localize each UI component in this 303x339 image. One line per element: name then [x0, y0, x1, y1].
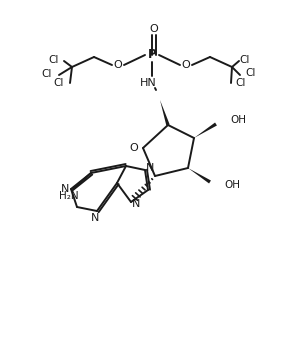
Text: OH: OH: [230, 115, 246, 125]
Polygon shape: [188, 168, 211, 183]
Text: Cl: Cl: [48, 55, 59, 65]
Text: N: N: [91, 213, 99, 223]
Text: P: P: [148, 48, 156, 61]
Text: O: O: [181, 60, 190, 70]
Text: H₂N: H₂N: [59, 191, 79, 201]
Polygon shape: [194, 122, 217, 138]
Text: N: N: [61, 184, 69, 194]
Text: Cl: Cl: [235, 78, 245, 88]
Text: OH: OH: [224, 180, 240, 190]
Polygon shape: [160, 100, 170, 125]
Text: N: N: [146, 163, 154, 173]
Text: HN: HN: [140, 78, 156, 88]
Text: O: O: [149, 24, 158, 34]
Text: Cl: Cl: [42, 69, 52, 79]
Text: Cl: Cl: [54, 78, 64, 88]
Text: N: N: [132, 199, 140, 209]
Text: O: O: [114, 60, 122, 70]
Text: O: O: [130, 143, 138, 153]
Text: Cl: Cl: [245, 68, 255, 78]
Text: Cl: Cl: [239, 55, 249, 65]
